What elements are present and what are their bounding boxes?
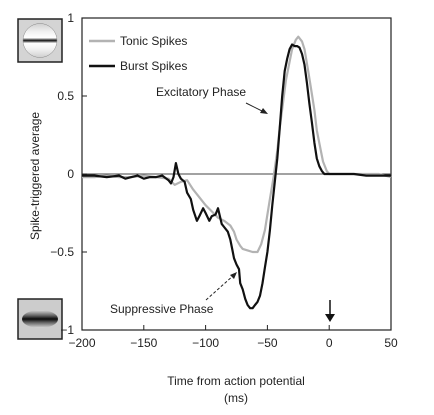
y-tick-label: 0 (67, 167, 74, 181)
x-tick-label: −100 (192, 336, 219, 350)
series-line-burst (82, 43, 391, 310)
y-axis-label: Spike-triggered average (28, 112, 42, 240)
series-line-tonic (82, 35, 392, 254)
spike-time-arrow-head (325, 314, 335, 322)
x-tick-label: 50 (384, 336, 398, 350)
annotation-excitatory-label: Excitatory Phase (156, 85, 246, 99)
annotation-excitatory-arrowhead (260, 108, 268, 114)
x-tick-label: −150 (130, 336, 157, 350)
stimulus-icon-top (17, 18, 63, 63)
y-tick-label: −0.5 (50, 245, 74, 259)
plot-area: −200 −150 −100 −50 0 50 −1 −0.5 0 0.5 1 (50, 11, 398, 350)
annotation-suppressive-label: Suppressive Phase (110, 302, 214, 316)
y-tick-label: −1 (60, 323, 74, 337)
spike-time-arrow (325, 300, 335, 322)
y-axis: −1 −0.5 0 0.5 1 (50, 11, 87, 337)
x-tick-label: −50 (257, 336, 278, 350)
x-axis-label: Time from action potential (167, 374, 305, 388)
y-tick-label: 1 (67, 11, 74, 25)
legend-label-burst: Burst Spikes (120, 59, 187, 73)
x-tick-label: −200 (68, 336, 95, 350)
annotation-excitatory: Excitatory Phase (156, 85, 268, 114)
x-tick-label: 0 (326, 336, 333, 350)
annotation-suppressive-arrowhead (230, 272, 237, 279)
x-axis: −200 −150 −100 −50 0 50 (68, 325, 398, 350)
annotation-suppressive: Suppressive Phase (110, 272, 237, 316)
legend-label-tonic: Tonic Spikes (120, 34, 187, 48)
x-axis-unit: (ms) (224, 391, 248, 405)
annotation-suppressive-arrow (205, 274, 235, 301)
stimulus-icon-bottom (17, 298, 63, 340)
legend: Tonic Spikes Burst Spikes (89, 34, 187, 73)
y-tick-label: 0.5 (57, 89, 74, 103)
